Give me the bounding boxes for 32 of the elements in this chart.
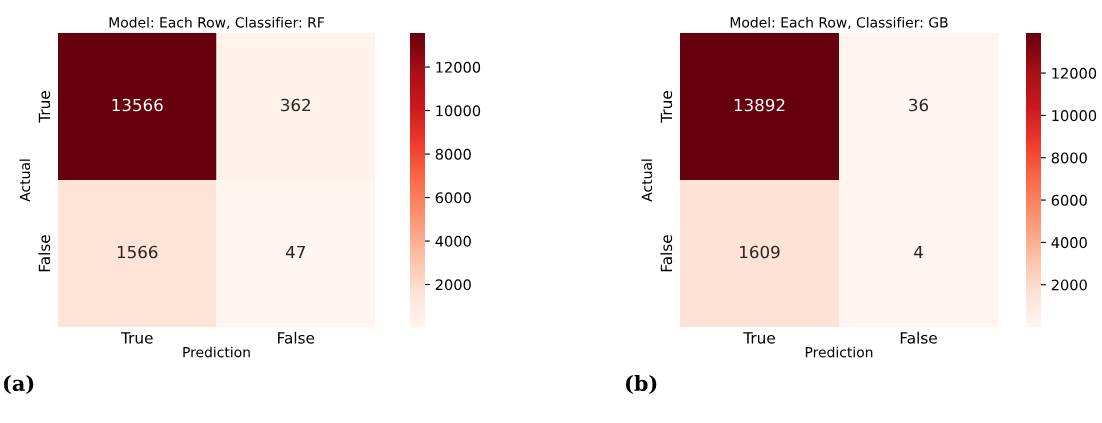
x-axis-title: Prediction [183, 346, 250, 358]
color-bar-label: 2000 [435, 279, 471, 291]
color-bar-label: 12000 [1052, 67, 1097, 79]
color-bar-label: 10000 [436, 105, 481, 117]
color-bar-label: 8000 [435, 148, 471, 160]
data-label: 13566 [112, 98, 163, 112]
x-tick-label: False [900, 331, 937, 344]
x-tick-label: False [278, 331, 315, 344]
color-bar-label: 4000 [435, 235, 471, 247]
data-label: 47 [285, 245, 305, 259]
data-label: 13892 [734, 98, 785, 112]
color-bar-label: 12000 [436, 61, 481, 73]
data-label: 36 [909, 98, 929, 112]
x-axis-title: Prediction [805, 346, 873, 358]
chart-title: Model: Each Row, Classifier: RF [109, 16, 324, 30]
color-bar-label: 8000 [1051, 152, 1087, 164]
color-bar-label: 6000 [435, 192, 471, 204]
x-tick-label: True [743, 332, 775, 344]
color-bar-label: 10000 [1052, 110, 1097, 122]
color-bar-label: 2000 [1051, 279, 1087, 291]
data-label: 362 [281, 98, 310, 112]
y-axis-title: Actual [641, 159, 653, 202]
color-bar-label: 4000 [1051, 237, 1087, 249]
color-bar-label: 6000 [1051, 194, 1087, 206]
chart-title: Model: Each Row, Classifier: GB [730, 16, 948, 30]
data-label: 4 [914, 245, 923, 259]
data-label: 1566 [117, 245, 158, 259]
text: (b) [625, 374, 657, 394]
y-axis-title: Actual [19, 159, 31, 202]
data-label: 1609 [740, 245, 780, 259]
text: (a) [3, 374, 34, 394]
x-tick-label: True [120, 332, 153, 344]
